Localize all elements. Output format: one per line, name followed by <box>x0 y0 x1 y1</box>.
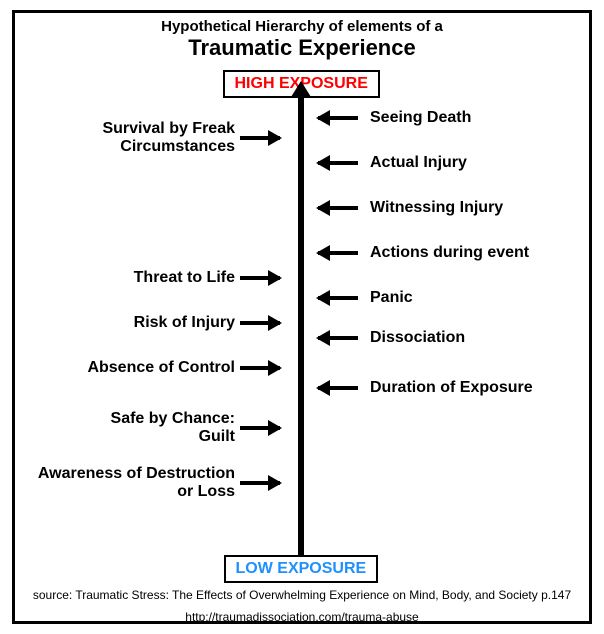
arrow-icon <box>318 251 358 255</box>
arrow-icon <box>318 161 358 165</box>
hierarchy-item-label: Awareness of Destructionor Loss <box>25 465 235 502</box>
hierarchy-item-label: Safe by Chance:Guilt <box>25 410 235 447</box>
hierarchy-item-label: Panic <box>370 289 413 307</box>
arrow-icon <box>240 426 280 430</box>
arrow-icon <box>318 116 358 120</box>
hierarchy-item-label: Absence of Control <box>25 359 235 377</box>
hierarchy-item-label: Actions during event <box>370 244 529 262</box>
arrow-icon <box>318 296 358 300</box>
hierarchy-item-label: Seeing Death <box>370 109 471 127</box>
low-exposure-label: LOW EXPOSURE <box>236 560 367 577</box>
diagram-canvas: Hypothetical Hierarchy of elements of a … <box>0 0 604 634</box>
arrow-icon <box>240 321 280 325</box>
hierarchy-item-label: Survival by FreakCircumstances <box>25 120 235 157</box>
hierarchy-item-label: Dissociation <box>370 329 465 347</box>
hierarchy-item-label: Actual Injury <box>370 154 467 172</box>
arrow-icon <box>318 336 358 340</box>
arrow-icon <box>240 481 280 485</box>
axis-arrowhead-icon <box>291 81 311 97</box>
low-exposure-box: LOW EXPOSURE <box>224 555 379 583</box>
hierarchy-item-label: Threat to Life <box>25 269 235 287</box>
title: Traumatic Experience <box>0 35 604 61</box>
vertical-axis <box>298 95 304 555</box>
arrow-icon <box>240 136 280 140</box>
hierarchy-item-label: Duration of Exposure <box>370 379 533 397</box>
arrow-icon <box>318 206 358 210</box>
hierarchy-item-label: Witnessing Injury <box>370 199 503 217</box>
source-url: http://traumadissociation.com/trauma-abu… <box>0 610 604 624</box>
hierarchy-item-label: Risk of Injury <box>25 314 235 332</box>
source-citation: source: Traumatic Stress: The Effects of… <box>0 588 604 602</box>
arrow-icon <box>318 386 358 390</box>
subtitle: Hypothetical Hierarchy of elements of a <box>0 18 604 35</box>
arrow-icon <box>240 366 280 370</box>
arrow-icon <box>240 276 280 280</box>
